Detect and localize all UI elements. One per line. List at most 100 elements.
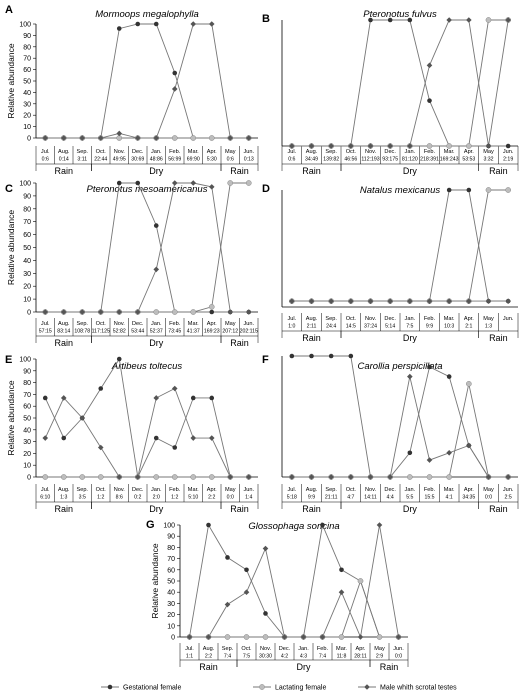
data-point-gestational [153, 223, 159, 228]
y-tick-label: 40 [23, 427, 31, 434]
month-label: May [225, 321, 236, 327]
data-point-scrotal [97, 444, 104, 451]
ratio-label: 4:1 [446, 495, 453, 501]
ratio-label: 9:9 [308, 495, 315, 501]
series-line-scrotal [45, 23, 249, 139]
month-label: Jul. [287, 487, 296, 493]
panel-letter: E [5, 354, 12, 366]
month-label: Feb. [317, 646, 329, 652]
data-point-gestational [407, 17, 413, 23]
ratio-label: 30:30 [259, 654, 272, 660]
ratio-label: 46:56 [344, 157, 357, 163]
chart-title: Natalus mexicanus [360, 185, 441, 196]
series-line-lactating [189, 579, 399, 638]
y-tick-label: 30 [167, 601, 175, 608]
data-point-scrotal [42, 135, 49, 141]
data-point-gestational [135, 180, 141, 186]
month-label: Jul. [287, 316, 296, 322]
month-label: Apr. [464, 487, 474, 493]
data-point-scrotal [79, 415, 86, 421]
month-label: Jun. [503, 316, 514, 322]
ratio-label: 52:37 [150, 329, 163, 335]
y-tick-label: 10 [23, 297, 31, 304]
y-tick-label: 50 [23, 416, 31, 423]
data-point-scrotal [79, 309, 86, 315]
data-point-lactating [485, 187, 492, 193]
ratio-label: 9:9 [426, 324, 433, 330]
data-point-scrotal [153, 395, 160, 401]
season-label: Rain [489, 166, 508, 176]
ratio-label: 0:6 [288, 157, 295, 163]
season-label: Rain [199, 662, 218, 672]
ratio-label: 2:2 [208, 495, 215, 501]
data-point-gestational [427, 364, 432, 370]
chart-title: Pteronotus mesoamericanus [87, 184, 208, 195]
data-point-gestational [427, 98, 432, 103]
month-label: May [225, 149, 236, 155]
y-axis-label: Relative abundance [6, 210, 16, 285]
month-label: Jun. [243, 321, 254, 327]
month-label: Oct. [96, 149, 107, 155]
data-point-gestational [206, 522, 211, 528]
ratio-label: 112:193 [361, 157, 379, 163]
data-point-lactating [60, 474, 67, 480]
data-point-scrotal [338, 589, 345, 595]
data-point-gestational [244, 567, 249, 573]
data-point-scrotal [243, 589, 250, 595]
ratio-label: 2:2 [205, 654, 212, 660]
data-point-scrotal [208, 21, 215, 27]
month-label: May [483, 487, 494, 493]
y-tick-label: 80 [23, 44, 31, 51]
ratio-label: 117:125 [92, 329, 110, 335]
data-point-lactating [208, 135, 215, 141]
chart-panel-e: E Artibeus toltecus 0 10 20 30 40 50 60 70 80 90 100… [5, 354, 259, 514]
ratio-label: 3:11 [77, 157, 87, 163]
month-label: Nov. [114, 321, 126, 327]
month-label: Nov. [114, 149, 126, 155]
season-label: Rain [230, 166, 249, 176]
data-point-scrotal [227, 309, 234, 315]
data-point-gestational [309, 353, 314, 359]
data-point-scrotal [42, 435, 49, 441]
month-label: May [374, 646, 385, 652]
series-line-scrotal [291, 19, 509, 147]
legend-marker-scrotal [364, 684, 370, 690]
data-point-scrotal [60, 395, 67, 401]
chart-panel-d: D Natalus mexicanus Jul. Aug. Sep. Oct. Nov. De… [262, 183, 519, 343]
data-point-lactating [426, 143, 433, 149]
y-tick-label: 50 [167, 579, 175, 586]
series-line-scrotal [189, 524, 399, 639]
data-point-scrotal [153, 135, 160, 141]
data-point-gestational [98, 386, 104, 391]
month-label: Nov. [260, 646, 272, 652]
season-label: Rain [489, 333, 508, 343]
data-point-gestational [368, 17, 373, 23]
ratio-label: 207:12 [222, 329, 238, 335]
ratio-label: 0:0 [395, 654, 402, 660]
month-label: Apr. [207, 149, 217, 155]
data-point-scrotal [387, 143, 393, 149]
data-point-scrotal [208, 184, 215, 190]
series-line-gestational [291, 189, 509, 302]
data-point-gestational [209, 309, 215, 315]
month-label: Mar. [188, 149, 199, 155]
data-point-scrotal [289, 143, 295, 149]
month-label: Feb. [424, 149, 436, 155]
ratio-label: 6:10 [40, 495, 50, 501]
y-tick-label: 10 [23, 124, 31, 131]
panel-letter: G [146, 519, 155, 531]
ratio-label: 10:3 [444, 324, 454, 330]
data-point-scrotal [505, 298, 511, 304]
series-line-scrotal [45, 182, 249, 313]
ratio-label: 0:0 [485, 495, 492, 501]
ratio-label: 202:115 [240, 329, 258, 335]
month-label: Aug. [58, 321, 70, 327]
data-point-scrotal [171, 86, 178, 92]
legend-marker-lactating [259, 684, 265, 690]
ratio-label: 5:30 [207, 157, 217, 163]
data-point-scrotal [485, 298, 492, 304]
data-point-scrotal [395, 634, 402, 640]
y-tick-label: 100 [19, 181, 31, 188]
data-point-lactating [245, 180, 252, 186]
month-label: Dec. [132, 149, 144, 155]
